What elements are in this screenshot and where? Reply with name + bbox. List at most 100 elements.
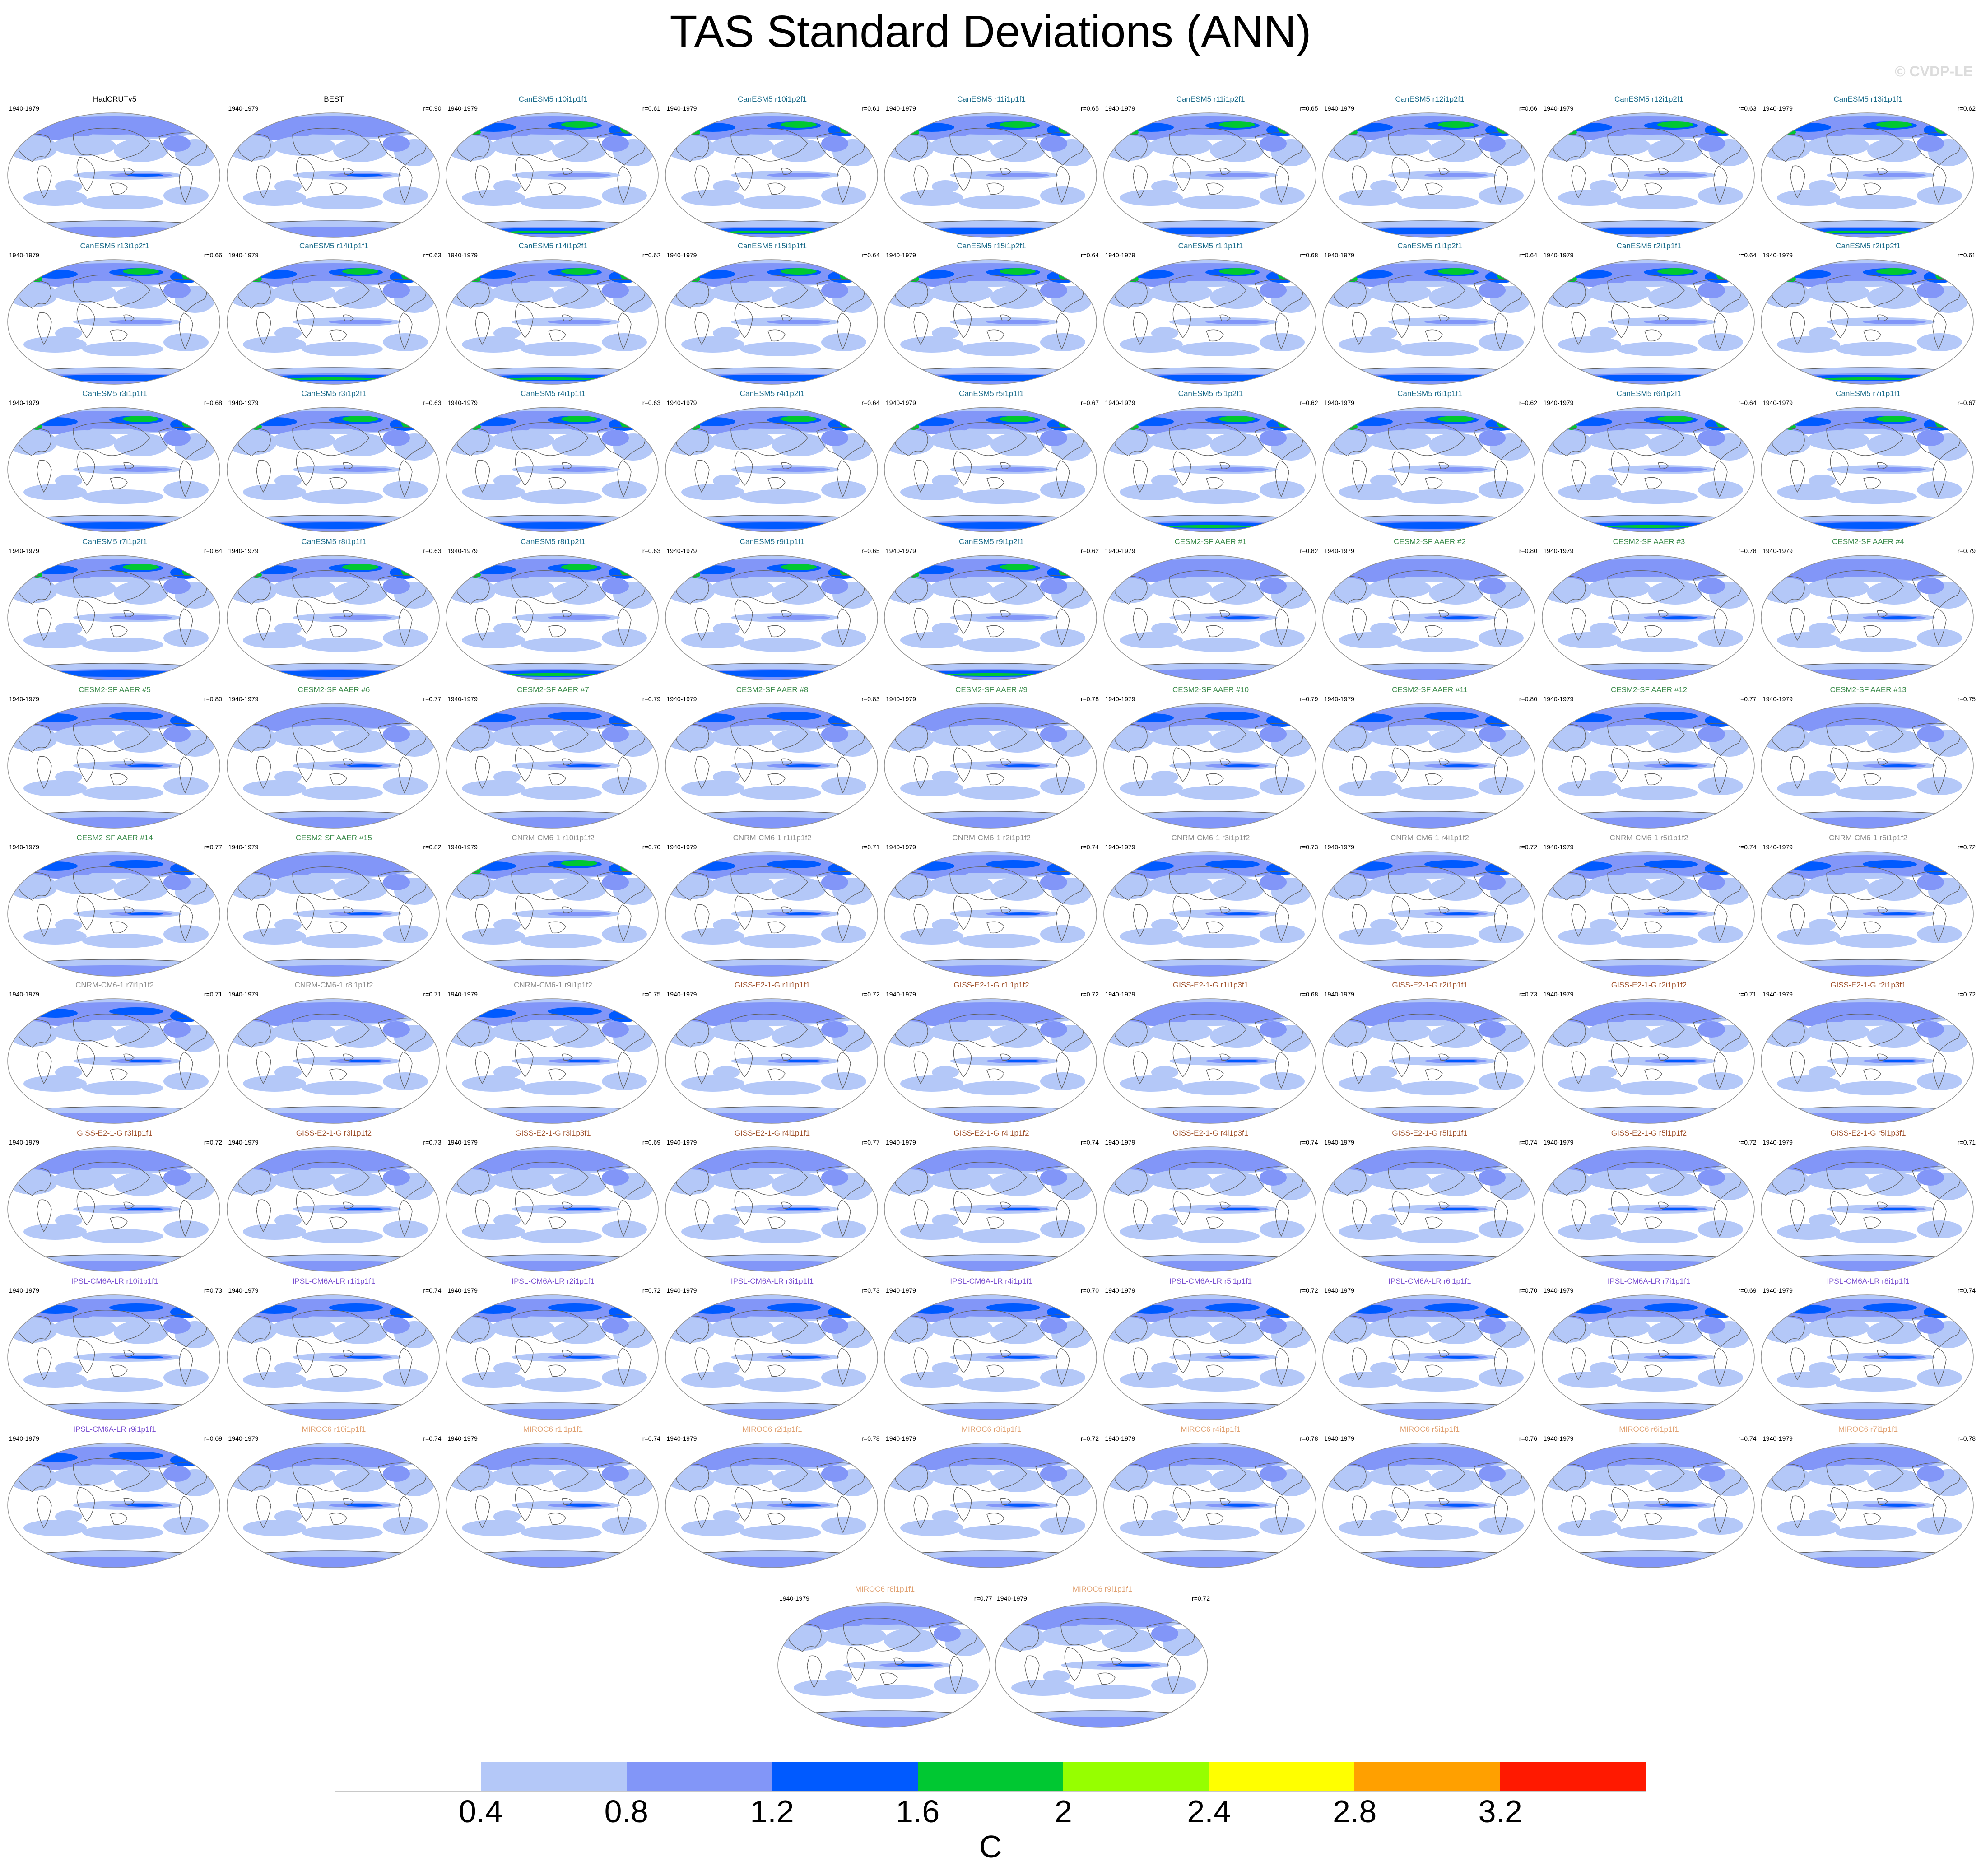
map-panel: 1940-1979 CanESM5 r2i1p2f1 r=0.61	[1759, 237, 1977, 385]
robinson-map	[7, 1146, 220, 1272]
map-panel: 1940-1979 CanESM5 r4i1p2f1 r=0.64	[663, 385, 882, 533]
panel-title: CanESM5 r13i1p2f1	[80, 242, 149, 250]
robinson-map	[1761, 555, 1974, 680]
panel-title: IPSL-CM6A-LR r4i1p1f1	[950, 1277, 1033, 1285]
pattern-correlation: r=0.73	[423, 1139, 442, 1146]
panel-title: CanESM5 r2i1p2f1	[1836, 242, 1901, 250]
panel-title: IPSL-CM6A-LR r9i1p1f1	[73, 1425, 156, 1434]
pattern-correlation: r=0.73	[1519, 991, 1537, 998]
map-panel: 1940-1979 MIROC6 r2i1p1f1 r=0.78	[663, 1420, 882, 1569]
robinson-map	[665, 1146, 878, 1272]
map-panel: 1940-1979 MIROC6 r5i1p1f1 r=0.76	[1321, 1420, 1539, 1569]
robinson-map	[884, 1294, 1097, 1420]
pattern-correlation: r=0.82	[423, 843, 442, 851]
panel-title: CNRM-CM6-1 r6i1p1f2	[1829, 833, 1907, 842]
robinson-map	[1541, 555, 1755, 680]
map-panel: 1940-1979 CESM2-SF AAER #8 r=0.83	[663, 681, 882, 829]
panel-title: CanESM5 r12i1p2f1	[1395, 95, 1465, 103]
map-panel: 1940-1979 IPSL-CM6A-LR r6i1p1f1 r=0.70	[1321, 1272, 1539, 1420]
robinson-map	[1322, 998, 1535, 1124]
panel-title: CanESM5 r6i1p1f1	[1397, 389, 1462, 398]
map-panel: 1940-1979 MIROC6 r3i1p1f1 r=0.72	[882, 1420, 1101, 1569]
period-label: 1940-1979	[1324, 843, 1354, 851]
robinson-map	[7, 555, 220, 680]
period-label: 1940-1979	[9, 843, 39, 851]
panel-title: CanESM5 r15i1p2f1	[957, 242, 1026, 250]
period-label: 1940-1979	[1324, 399, 1354, 406]
robinson-map	[226, 112, 440, 238]
map-panel: 1940-1979 CanESM5 r9i1p2f1 r=0.62	[882, 533, 1101, 681]
period-label: 1940-1979	[447, 1435, 478, 1442]
map-panel: 1940-1979 CESM2-SF AAER #7 r=0.79	[444, 681, 662, 829]
map-panel: 1940-1979 MIROC6 r9i1p1f1 r=0.72	[993, 1580, 1212, 1728]
map-panel: 1940-1979 CanESM5 r4i1p1f1 r=0.63	[444, 385, 662, 533]
pattern-correlation: r=0.73	[861, 1287, 880, 1294]
panel-title: CanESM5 r3i1p2f1	[301, 389, 367, 398]
pattern-correlation: r=0.72	[1191, 1595, 1210, 1602]
panel-title: CanESM5 r9i1p1f1	[739, 537, 805, 546]
pattern-correlation: r=0.71	[861, 843, 880, 851]
figure-title: TAS Standard Deviations (ANN)	[670, 6, 1311, 57]
period-label: 1940-1979	[1762, 695, 1793, 703]
robinson-map	[995, 1602, 1208, 1728]
period-label: 1940-1979	[1762, 843, 1793, 851]
panel-title: CanESM5 r7i1p1f1	[1836, 389, 1901, 398]
map-panel: 1940-1979 CanESM5 r5i1p1f1 r=0.67	[882, 385, 1101, 533]
panel-title: CanESM5 r8i1p2f1	[521, 537, 586, 546]
map-panel: 1940-1979 MIROC6 r7i1p1f1 r=0.78	[1759, 1420, 1977, 1569]
panel-title: CanESM5 r5i1p2f1	[1178, 389, 1243, 398]
colorbar-tick-label: 2.4	[1187, 1794, 1231, 1829]
pattern-correlation: r=0.66	[204, 251, 222, 259]
colorbar-tick-label: 3.2	[1478, 1794, 1522, 1829]
robinson-map	[226, 1294, 440, 1420]
pattern-correlation: r=0.72	[1080, 991, 1099, 998]
robinson-map	[665, 1443, 878, 1568]
robinson-map	[1322, 1294, 1535, 1420]
robinson-map	[1322, 555, 1535, 680]
panel-title: CESM2-SF AAER #3	[1613, 537, 1685, 546]
robinson-map	[665, 998, 878, 1124]
pattern-correlation: r=0.74	[1957, 1287, 1976, 1294]
panel-title: IPSL-CM6A-LR r1i1p1f1	[292, 1277, 376, 1285]
pattern-correlation: r=0.72	[1080, 1435, 1099, 1442]
period-label: 1940-1979	[447, 547, 478, 554]
pattern-correlation: r=0.64	[1080, 251, 1099, 259]
pattern-correlation: r=0.74	[1519, 1139, 1537, 1146]
robinson-map	[1761, 998, 1974, 1124]
robinson-map	[1103, 1443, 1316, 1568]
colorbar-bin	[917, 1762, 1064, 1791]
pattern-correlation: r=0.79	[1300, 695, 1318, 703]
robinson-map	[226, 259, 440, 385]
period-label: 1940-1979	[1543, 991, 1574, 998]
colorbar-units: C	[979, 1829, 1002, 1864]
period-label: 1940-1979	[1105, 695, 1135, 703]
map-panel: 1940-1979 CanESM5 r12i1p2f1 r=0.66	[1321, 90, 1539, 238]
map-panel: 1940-1979 CNRM-CM6-1 r6i1p1f2 r=0.72	[1759, 829, 1977, 977]
map-panel: 1940-1979 GISS-E2-1-G r1i1p1f2 r=0.72	[882, 976, 1101, 1124]
period-label: 1940-1979	[886, 1435, 916, 1442]
period-label: 1940-1979	[1543, 547, 1574, 554]
robinson-map	[1761, 112, 1974, 238]
panel-title: CanESM5 r4i1p2f1	[739, 389, 805, 398]
robinson-map	[1541, 1443, 1755, 1568]
robinson-map	[1103, 1146, 1316, 1272]
pattern-correlation: r=0.64	[204, 547, 222, 554]
period-label: 1940-1979	[1762, 1287, 1793, 1294]
period-label: 1940-1979	[1762, 547, 1793, 554]
map-panel: 1940-1979 GISS-E2-1-G r4i1p1f2 r=0.74	[882, 1124, 1101, 1272]
pattern-correlation: r=0.74	[1738, 1435, 1757, 1442]
panel-title: CanESM5 r7i1p2f1	[82, 537, 147, 546]
period-label: 1940-1979	[447, 695, 478, 703]
colorbar-tick-label: 0.8	[604, 1794, 648, 1829]
map-panel: 1940-1979 GISS-E2-1-G r2i1p1f1 r=0.73	[1321, 976, 1539, 1124]
pattern-correlation: r=0.65	[1300, 105, 1318, 112]
pattern-correlation: r=0.82	[1300, 547, 1318, 554]
map-panel: 1940-1979 CNRM-CM6-1 r1i1p1f2 r=0.71	[663, 829, 882, 977]
pattern-correlation: r=0.63	[423, 399, 442, 406]
pattern-correlation: r=0.69	[204, 1435, 222, 1442]
map-panel: 1940-1979 IPSL-CM6A-LR r7i1p1f1 r=0.69	[1540, 1272, 1758, 1420]
period-label: 1940-1979	[666, 547, 697, 554]
panel-title: CanESM5 r15i1p1f1	[737, 242, 807, 250]
period-label: 1940-1979	[1762, 991, 1793, 998]
robinson-map	[446, 259, 659, 385]
